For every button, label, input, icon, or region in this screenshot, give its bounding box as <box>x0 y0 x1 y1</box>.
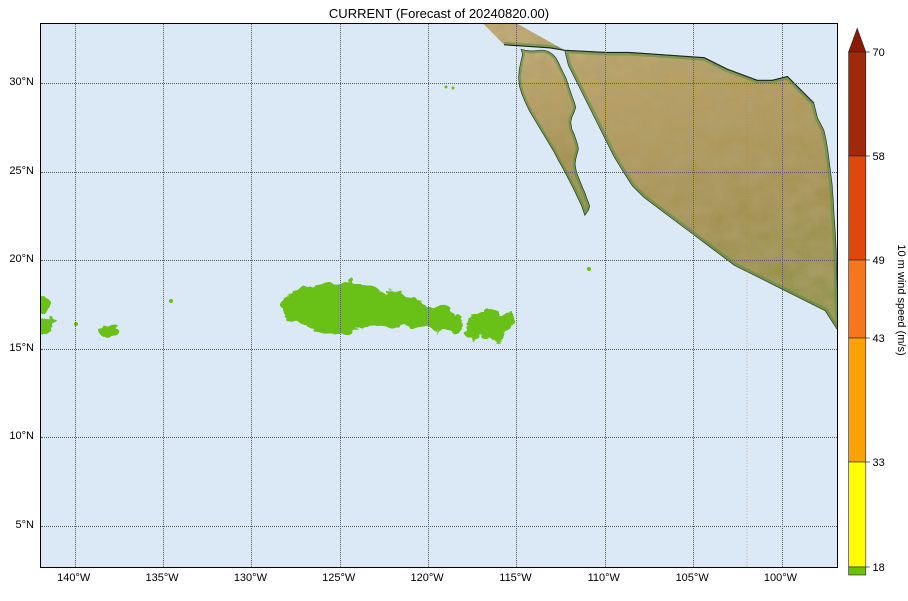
svg-text:33: 33 <box>873 457 885 469</box>
svg-text:18: 18 <box>873 562 885 574</box>
svg-text:10 m wind speed (m/s): 10 m wind speed (m/s) <box>895 244 907 355</box>
svg-text:58: 58 <box>873 151 885 163</box>
svg-text:70: 70 <box>873 47 885 59</box>
svg-text:43: 43 <box>873 333 885 345</box>
svg-text:49: 49 <box>873 255 885 267</box>
